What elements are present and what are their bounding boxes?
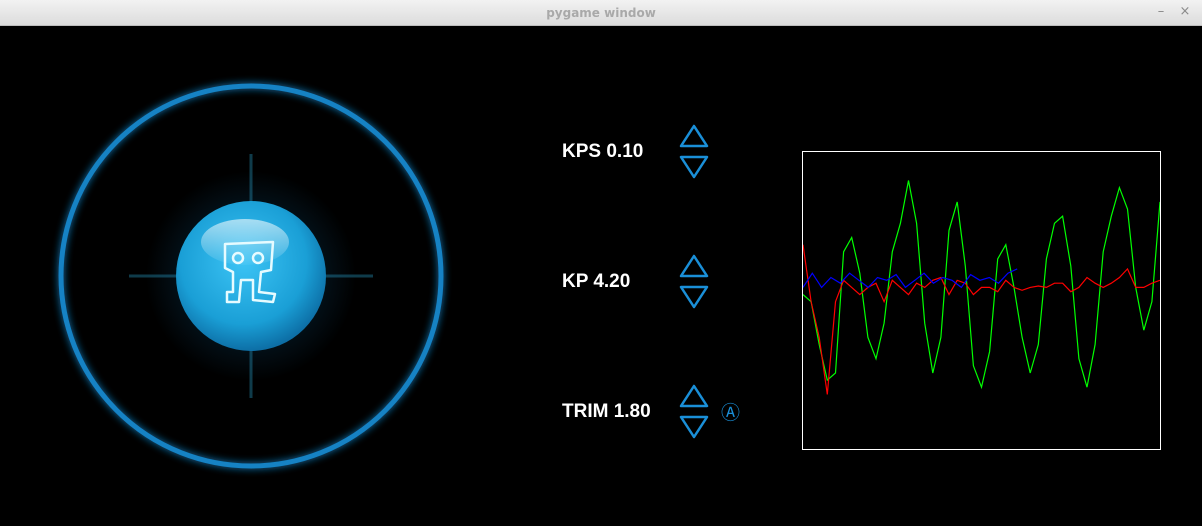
kp-up-arrow-icon[interactable] [679, 254, 709, 280]
kps-up-arrow-icon[interactable] [679, 124, 709, 150]
minimize-button[interactable]: – [1157, 4, 1165, 19]
close-button[interactable]: × [1179, 4, 1191, 19]
signal-plot [802, 151, 1161, 450]
kp-label: KP 4.20 [562, 271, 631, 292]
kps-down-arrow-icon[interactable] [679, 153, 709, 179]
plot-series-line [802, 268, 1018, 289]
kps-label: KPS 0.10 [562, 141, 644, 162]
joystick-ring [58, 83, 444, 469]
trim-down-arrow-icon[interactable] [679, 413, 709, 439]
kp-down-arrow-icon[interactable] [679, 283, 709, 309]
joystick[interactable] [41, 66, 461, 486]
plot-series-line [802, 244, 1161, 395]
trim-up-arrow-icon[interactable] [679, 384, 709, 410]
game-canvas: KPS 0.10 KP 4.20 TRIM 1.80 Ⓐ [1, 26, 1201, 525]
plot-series-line [802, 180, 1161, 390]
trim-label: TRIM 1.80 [562, 401, 651, 422]
title-bar: pygame window – × [0, 0, 1202, 26]
plot-area [802, 180, 1161, 395]
robot-logo-icon [223, 240, 277, 304]
auto-mode-icon[interactable]: Ⓐ [721, 403, 741, 424]
window-title: pygame window [546, 6, 656, 20]
